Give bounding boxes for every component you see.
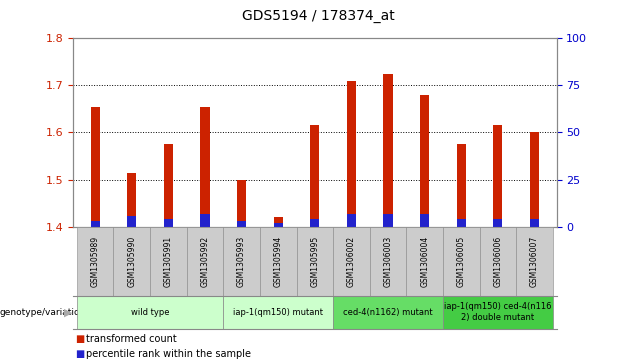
- Bar: [164, 219, 173, 227]
- Bar: [347, 214, 356, 227]
- Bar: [384, 214, 392, 227]
- Text: GSM1305990: GSM1305990: [127, 236, 136, 287]
- Bar: [90, 107, 100, 227]
- Text: ■: ■: [75, 349, 85, 359]
- Text: GSM1305993: GSM1305993: [237, 236, 246, 287]
- Bar: [164, 144, 173, 227]
- Text: GSM1306003: GSM1306003: [384, 236, 392, 287]
- Bar: [420, 95, 429, 227]
- Text: GSM1305994: GSM1305994: [273, 236, 282, 287]
- Text: GSM1306004: GSM1306004: [420, 236, 429, 287]
- Text: GDS5194 / 178374_at: GDS5194 / 178374_at: [242, 9, 394, 23]
- Text: transformed count: transformed count: [86, 334, 177, 344]
- Text: GSM1306002: GSM1306002: [347, 236, 356, 287]
- Text: GSM1305992: GSM1305992: [200, 236, 209, 287]
- Bar: [420, 214, 429, 227]
- Bar: [494, 219, 502, 227]
- Text: genotype/variation: genotype/variation: [0, 308, 86, 317]
- Bar: [530, 132, 539, 227]
- Bar: [273, 217, 283, 227]
- Text: GSM1306007: GSM1306007: [530, 236, 539, 287]
- Text: GSM1305991: GSM1305991: [164, 236, 173, 287]
- Text: GSM1305995: GSM1305995: [310, 236, 319, 287]
- Bar: [310, 219, 319, 227]
- Text: percentile rank within the sample: percentile rank within the sample: [86, 349, 251, 359]
- Bar: [273, 223, 283, 227]
- Bar: [494, 125, 502, 227]
- Bar: [237, 221, 246, 227]
- Bar: [127, 216, 136, 227]
- Bar: [310, 125, 319, 227]
- Bar: [347, 81, 356, 227]
- Bar: [237, 180, 246, 227]
- Text: ▶: ▶: [64, 307, 73, 317]
- Text: GSM1306005: GSM1306005: [457, 236, 466, 287]
- Bar: [457, 144, 466, 227]
- Bar: [90, 221, 100, 227]
- Bar: [457, 219, 466, 227]
- Bar: [200, 107, 209, 227]
- Text: GSM1305989: GSM1305989: [90, 236, 100, 287]
- Bar: [530, 219, 539, 227]
- Text: iap-1(qm150) mutant: iap-1(qm150) mutant: [233, 308, 323, 317]
- Bar: [384, 73, 392, 227]
- Text: wild type: wild type: [131, 308, 169, 317]
- Text: ced-4(n1162) mutant: ced-4(n1162) mutant: [343, 308, 433, 317]
- Text: ■: ■: [75, 334, 85, 344]
- Bar: [200, 214, 209, 227]
- Text: iap-1(qm150) ced-4(n116
2) double mutant: iap-1(qm150) ced-4(n116 2) double mutant: [444, 302, 551, 322]
- Text: GSM1306006: GSM1306006: [494, 236, 502, 287]
- Bar: [127, 173, 136, 227]
